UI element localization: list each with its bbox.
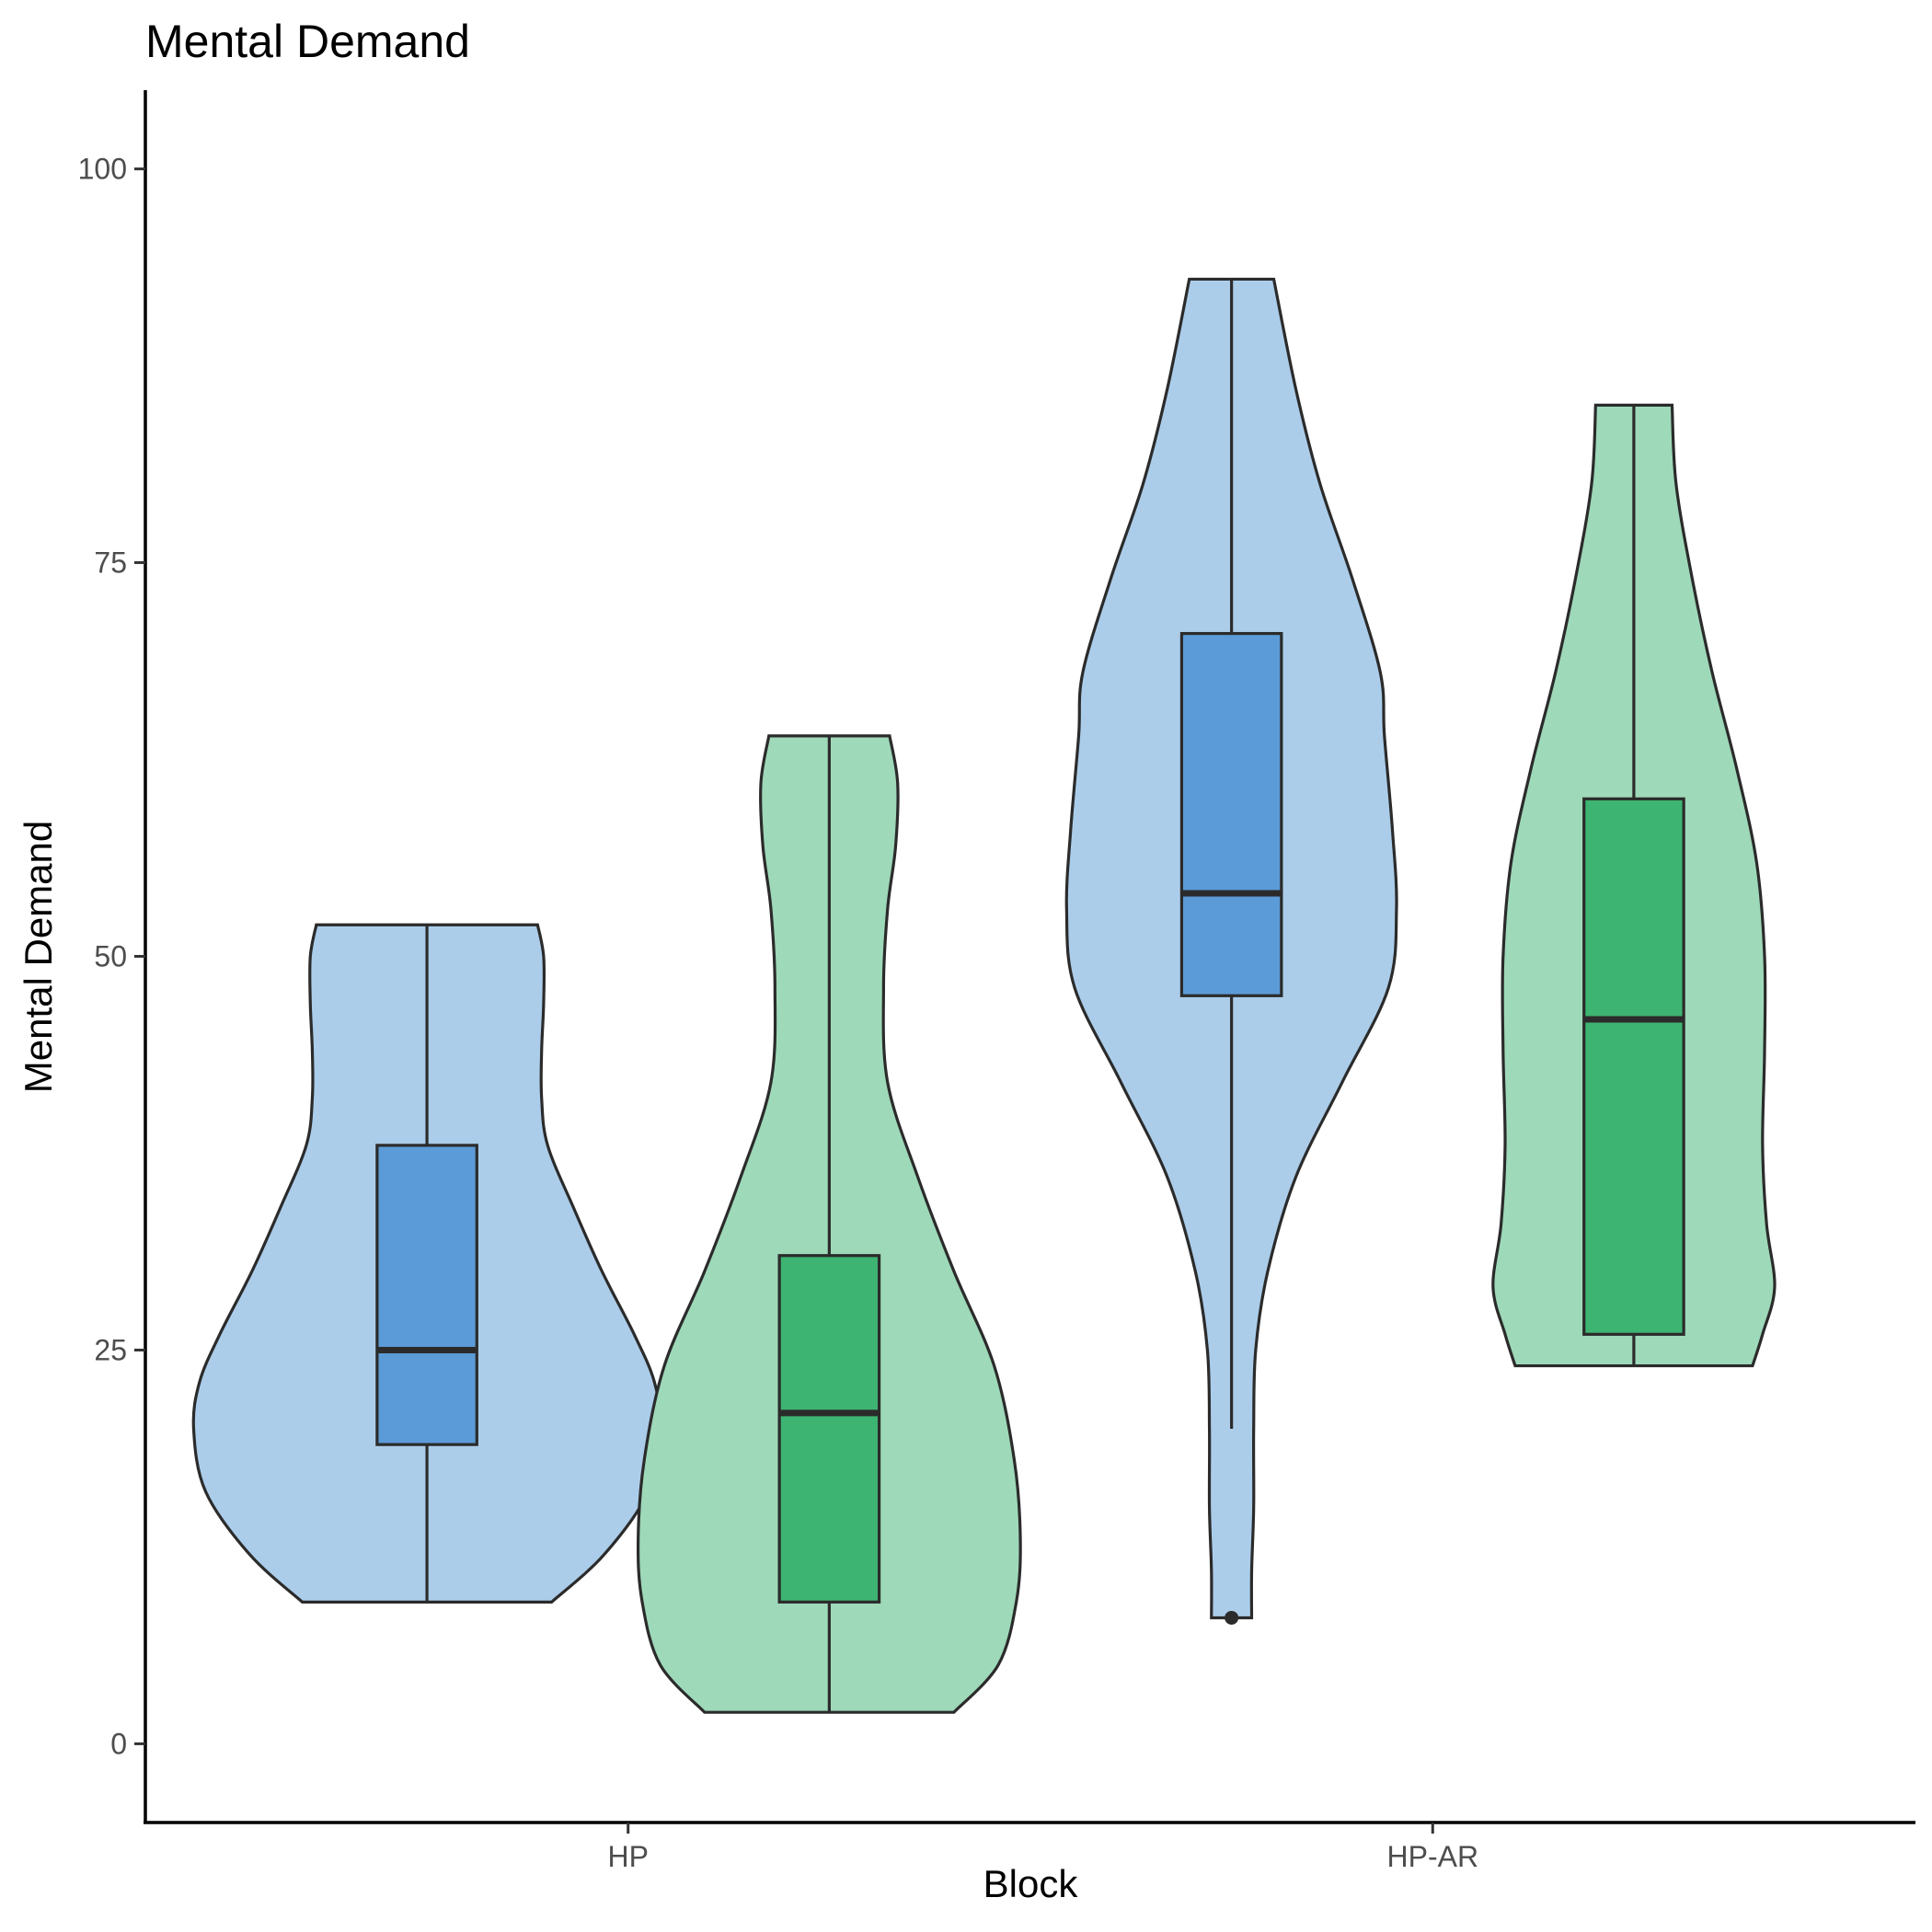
- x-axis: HP HP-AR: [608, 1823, 1478, 1873]
- x-tick-label: HP: [608, 1840, 649, 1873]
- violin-group-hp-ar-2: [1491, 403, 1777, 1368]
- violin-group-hp-2: [636, 734, 1022, 1714]
- y-tick-label: 75: [94, 546, 127, 580]
- box-iqr: [777, 1254, 881, 1604]
- chart-title: Mental Demand: [145, 16, 470, 67]
- y-axis-title: Mental Demand: [17, 821, 60, 1093]
- y-tick-label: 100: [78, 153, 127, 186]
- y-tick-label: 25: [94, 1333, 127, 1366]
- x-tick-label: HP-AR: [1386, 1840, 1478, 1873]
- box-iqr: [375, 1144, 478, 1446]
- y-axis: 0 25 50 75 100: [78, 153, 145, 1760]
- violin-group-hp-ar-1: [1064, 277, 1398, 1625]
- outlier-point: [1225, 1610, 1239, 1625]
- y-tick-label: 0: [110, 1727, 127, 1760]
- x-axis-title: Block: [983, 1862, 1079, 1905]
- y-tick-label: 50: [94, 940, 127, 973]
- violin-group-hp-1: [191, 923, 662, 1604]
- box-iqr: [1582, 797, 1685, 1336]
- box-iqr: [1179, 631, 1283, 997]
- plot-area: [191, 277, 1777, 1714]
